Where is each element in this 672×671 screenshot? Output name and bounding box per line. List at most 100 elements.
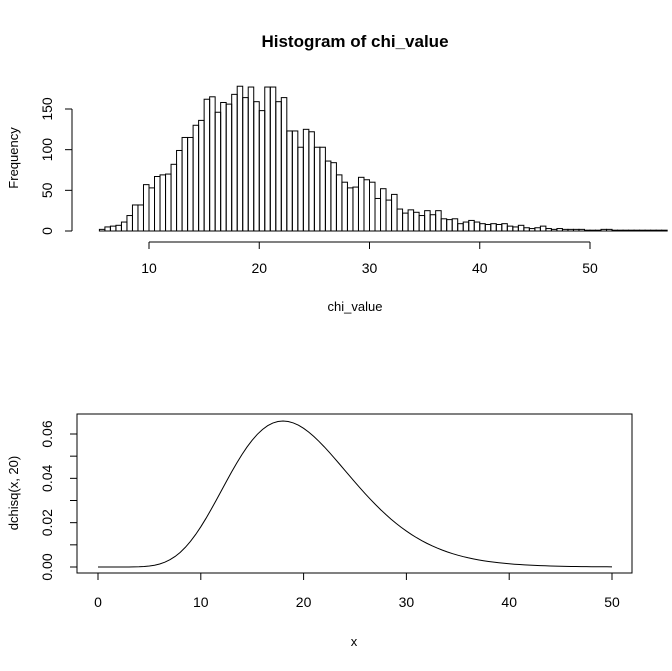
histogram-y-tick-label: 50 — [39, 182, 55, 198]
histogram-bar — [589, 229, 597, 232]
histogram-bar — [391, 193, 398, 232]
density-x-axis: 0 10 20 30 40 50 — [94, 573, 620, 610]
histogram-bar — [203, 98, 211, 232]
histogram-bar — [313, 146, 321, 232]
histogram-bar — [264, 86, 271, 232]
histogram-bar — [369, 181, 376, 232]
histogram-bar — [556, 228, 563, 232]
histogram-bar — [424, 210, 431, 232]
histogram-bar — [506, 225, 514, 232]
histogram-bar — [572, 228, 580, 232]
histogram-bar — [357, 176, 365, 232]
histogram-bar — [539, 225, 547, 232]
histogram-bar — [523, 227, 530, 232]
histogram-bar — [380, 188, 387, 232]
histogram-bar — [418, 215, 426, 232]
histogram-bar — [335, 174, 343, 232]
density-y-label: dchisq(x, 20) — [6, 456, 21, 530]
histogram-bar — [611, 229, 619, 232]
histogram-bar — [567, 228, 574, 232]
histogram-bar — [120, 221, 128, 232]
histogram-bar — [617, 229, 624, 232]
histogram-bar — [622, 229, 630, 232]
histogram-bar — [214, 111, 222, 232]
histogram-bar — [661, 229, 668, 232]
histogram-panel: Histogram of chi_value 10 20 30 40 50 0 50 100… — [6, 32, 668, 314]
density-x-tick-label: 20 — [296, 594, 312, 610]
histogram-bar — [352, 186, 359, 232]
histogram-bar — [484, 223, 492, 232]
density-plot-box — [76, 413, 633, 574]
histogram-bar — [269, 86, 277, 232]
histogram-bar — [198, 119, 205, 232]
histogram-bar — [545, 228, 552, 232]
histogram-bar — [550, 228, 558, 232]
histogram-bar — [578, 228, 585, 232]
histogram-bar — [440, 218, 448, 232]
density-y-tick-label: 0.00 — [39, 553, 55, 580]
histogram-bar — [644, 229, 652, 232]
histogram-y-tick-label: 0 — [39, 227, 55, 235]
histogram-bar — [242, 97, 249, 232]
histogram-bar — [137, 204, 144, 232]
histogram-bar — [142, 184, 150, 232]
density-x-label: x — [351, 634, 358, 649]
density-panel: 0 10 20 30 40 50 0.00 0.02 0.04 0.06 x dchisq(x,… — [6, 413, 633, 649]
histogram-bar — [231, 93, 238, 232]
histogram-bar — [462, 221, 470, 232]
histogram-bar — [319, 146, 326, 232]
histogram-x-axis: 10 20 30 40 50 — [141, 241, 598, 276]
histogram-bar — [650, 229, 657, 232]
histogram-bar — [330, 162, 337, 232]
histogram-x-tick-label: 20 — [251, 260, 267, 276]
histogram-bar — [225, 103, 233, 232]
histogram-y-label: Frequency — [6, 127, 21, 189]
histogram-bar — [220, 101, 227, 232]
histogram-x-tick-label: 10 — [141, 260, 157, 276]
histogram-bar — [297, 146, 304, 232]
histogram-bar — [495, 223, 503, 232]
histogram-bar — [512, 226, 519, 232]
histogram-bar — [154, 176, 161, 232]
histogram-bar — [104, 226, 111, 232]
histogram-bar — [165, 173, 172, 232]
histogram-bars — [98, 85, 668, 232]
histogram-bar — [429, 214, 437, 232]
histogram-bar — [170, 163, 178, 232]
density-y-axis: 0.00 0.02 0.04 0.06 — [39, 420, 77, 581]
histogram-bar — [528, 228, 536, 232]
histogram-bar — [131, 204, 139, 232]
histogram-y-tick-label: 100 — [39, 138, 55, 162]
histogram-bar — [187, 136, 194, 232]
histogram-y-axis: 0 50 100 150 — [39, 97, 73, 235]
histogram-title: Histogram of chi_value — [261, 32, 448, 51]
histogram-bar — [600, 228, 608, 232]
histogram-x-label: chi_value — [328, 299, 383, 314]
histogram-bar — [236, 85, 244, 232]
histogram-bar — [473, 221, 481, 232]
histogram-bar — [280, 97, 288, 232]
histogram-bar — [109, 225, 117, 232]
histogram-bar — [308, 131, 315, 232]
histogram-bar — [446, 219, 453, 232]
histogram-bar — [534, 227, 541, 232]
histogram-bar — [639, 229, 646, 232]
histogram-bar — [517, 224, 525, 232]
histogram-bar — [479, 223, 486, 232]
histogram-bar — [396, 208, 404, 232]
histogram-y-tick-label: 150 — [39, 97, 55, 121]
histogram-bar — [98, 228, 106, 232]
histogram-bar — [275, 101, 282, 232]
histogram-bar — [126, 215, 133, 232]
density-curve — [98, 420, 613, 568]
histogram-bar — [595, 229, 602, 232]
histogram-bar — [302, 128, 310, 232]
histogram-bar — [291, 130, 299, 232]
histogram-x-tick-label: 30 — [362, 260, 378, 276]
histogram-bar — [583, 229, 591, 232]
histogram-bar — [413, 211, 420, 232]
histogram-bar — [286, 130, 293, 232]
histogram-bar — [324, 160, 332, 232]
histogram-x-tick-label: 50 — [582, 260, 598, 276]
density-y-tick-label: 0.06 — [39, 420, 55, 447]
